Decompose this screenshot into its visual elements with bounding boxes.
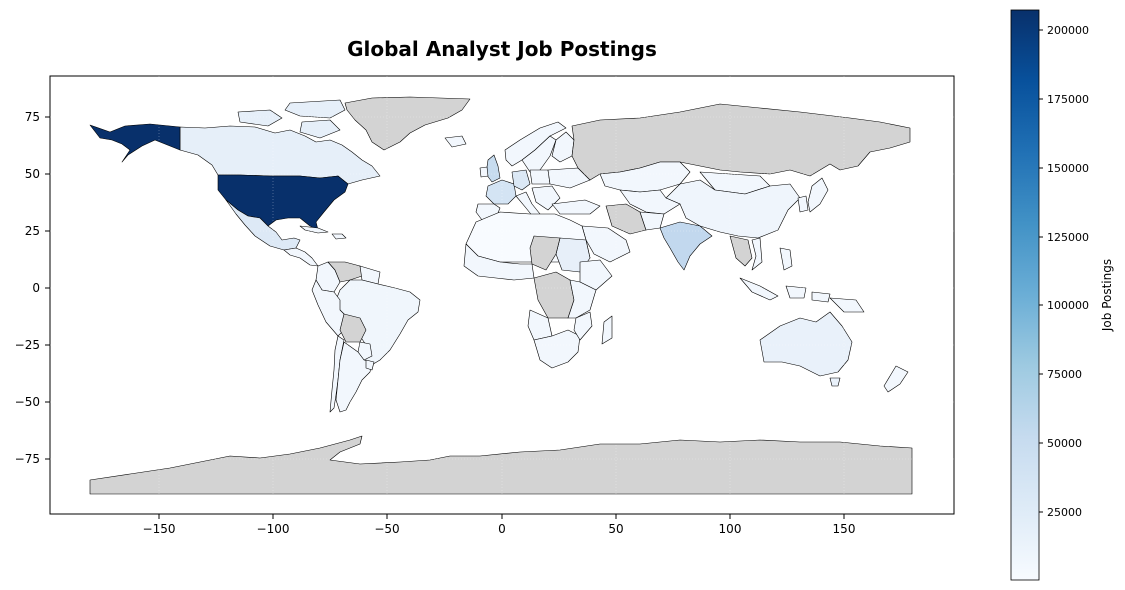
x-tick: 50	[608, 514, 624, 536]
x-tick-label: 100	[719, 522, 742, 536]
country-hispaniola[interactable]	[331, 233, 347, 240]
y-tick: −25	[15, 338, 50, 352]
country-canada-islands-2[interactable]	[237, 109, 283, 127]
x-tick-label: 150	[833, 522, 856, 536]
colorbar-gradient	[1010, 9, 1040, 581]
x-tick: 150	[833, 514, 856, 536]
country-indonesia[interactable]	[739, 277, 831, 303]
country-new-zealand[interactable]	[883, 365, 909, 393]
colorbar-label: Job Postings	[1100, 259, 1114, 332]
colorbar-tick: 125000	[1039, 231, 1089, 244]
colorbar-tick: 75000	[1039, 368, 1082, 381]
country-korea[interactable]	[797, 195, 809, 213]
chart-title: Global Analyst Job Postings	[347, 37, 657, 61]
country-philippines[interactable]	[779, 247, 793, 271]
x-tick: −100	[257, 514, 290, 536]
colorbar-tick-label: 175000	[1047, 93, 1089, 106]
y-tick-label: −25	[15, 338, 40, 352]
x-tick-label: 50	[608, 522, 623, 536]
country-tasmania[interactable]	[829, 377, 841, 387]
country-uruguay[interactable]	[365, 359, 375, 371]
country-mexico[interactable]	[225, 199, 301, 251]
y-tick: −50	[15, 395, 50, 409]
map-gridlines	[50, 76, 954, 514]
country-chad[interactable]	[529, 235, 561, 271]
y-tick-label: 50	[25, 167, 40, 181]
colorbar-tick: 50000	[1039, 437, 1082, 450]
y-tick: −75	[15, 452, 50, 466]
x-tick-label: −50	[374, 522, 399, 536]
colorbar-tick-label: 150000	[1047, 162, 1089, 175]
country-canada-islands[interactable]	[284, 99, 346, 119]
country-ethiopia[interactable]	[579, 259, 613, 291]
y-axis: 75 50 25 0 −25 −50 −75	[15, 110, 50, 466]
x-tick: 0	[498, 514, 506, 536]
colorbar-tick: 100000	[1039, 299, 1089, 312]
y-tick: 50	[25, 167, 50, 181]
colorbar-tick: 25000	[1039, 506, 1082, 519]
x-tick-label: −100	[257, 522, 290, 536]
colorbar: 200000 175000 150000 125000 100000 75000…	[1010, 9, 1114, 581]
colorbar-ticks: 200000 175000 150000 125000 100000 75000…	[1039, 24, 1089, 519]
y-tick-label: −50	[15, 395, 40, 409]
x-tick: −50	[374, 514, 400, 536]
country-germany[interactable]	[511, 169, 531, 191]
colorbar-tick-label: 100000	[1047, 299, 1089, 312]
x-tick-label: −150	[143, 522, 176, 536]
colorbar-tick-label: 25000	[1047, 506, 1082, 519]
country-iceland[interactable]	[444, 135, 467, 148]
country-paraguay[interactable]	[357, 341, 373, 361]
colorbar-tick: 150000	[1039, 162, 1089, 175]
country-japan[interactable]	[807, 177, 829, 213]
country-ukraine[interactable]	[547, 167, 591, 189]
country-china[interactable]	[665, 179, 801, 239]
country-madagascar[interactable]	[601, 315, 613, 345]
colorbar-tick-label: 125000	[1047, 231, 1089, 244]
colorbar-tick: 200000	[1039, 24, 1089, 37]
country-southern-africa[interactable]	[533, 329, 581, 369]
x-tick-label: 0	[498, 522, 506, 536]
y-tick: 25	[25, 224, 50, 238]
country-venezuela[interactable]	[327, 261, 363, 283]
country-papua-new-guinea[interactable]	[829, 297, 865, 313]
region-antarctica[interactable]	[89, 435, 913, 495]
colorbar-tick-label: 75000	[1047, 368, 1082, 381]
colorbar-tick-label: 50000	[1047, 437, 1082, 450]
x-tick: −150	[143, 514, 176, 536]
y-tick-label: 0	[32, 281, 40, 295]
x-tick: 100	[719, 514, 742, 536]
colorbar-tick-label: 200000	[1047, 24, 1089, 37]
country-central-asia[interactable]	[619, 189, 681, 215]
y-tick-label: 25	[25, 224, 40, 238]
map-countries	[89, 96, 913, 495]
country-india[interactable]	[659, 221, 713, 271]
country-argentina[interactable]	[335, 341, 373, 413]
x-axis: −150 −100 −50 0 50 100 150	[143, 514, 856, 536]
country-greenland[interactable]	[344, 96, 471, 151]
y-tick-label: 75	[25, 110, 40, 124]
country-mozambique[interactable]	[573, 311, 593, 341]
y-tick: 0	[32, 281, 50, 295]
country-vietnam[interactable]	[751, 237, 763, 271]
country-kazakhstan[interactable]	[599, 161, 691, 193]
country-ireland[interactable]	[479, 166, 489, 178]
y-tick: 75	[25, 110, 50, 124]
country-poland[interactable]	[529, 169, 551, 185]
country-australia[interactable]	[759, 311, 853, 377]
country-canada-islands-3[interactable]	[299, 119, 341, 139]
country-southeast-asia[interactable]	[729, 235, 753, 267]
country-saudi-arabia[interactable]	[581, 225, 631, 263]
country-usa-alaska[interactable]	[89, 123, 181, 163]
country-turkey[interactable]	[551, 199, 601, 215]
country-east-africa[interactable]	[567, 279, 597, 319]
country-cuba[interactable]	[299, 225, 329, 234]
country-france[interactable]	[485, 179, 517, 205]
colorbar-tick: 175000	[1039, 93, 1089, 106]
y-tick-label: −75	[15, 452, 40, 466]
